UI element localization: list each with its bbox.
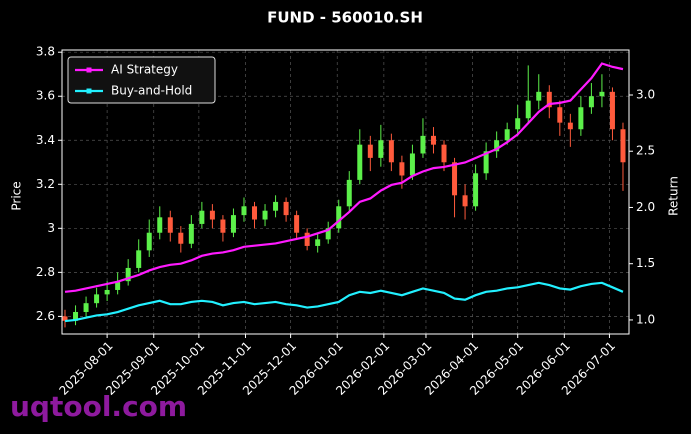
legend-box bbox=[67, 56, 216, 104]
y-tick-label: 3.6 bbox=[36, 89, 55, 103]
y2-tick-label: 1.0 bbox=[636, 312, 655, 326]
y-tick-label: 3.2 bbox=[36, 177, 55, 191]
candle-body bbox=[283, 201, 289, 216]
candle-body bbox=[494, 140, 500, 152]
candle-body bbox=[273, 201, 279, 211]
candle-body bbox=[525, 100, 531, 119]
candle-body bbox=[536, 91, 542, 101]
candle-body bbox=[94, 294, 100, 304]
candle-body bbox=[315, 239, 321, 246]
candle-body bbox=[357, 144, 363, 180]
candle-body bbox=[125, 267, 131, 282]
candle-body bbox=[346, 179, 352, 207]
y-tick-label: 3.4 bbox=[36, 133, 55, 147]
candle-body bbox=[609, 91, 615, 130]
y2-tick-label: 2.5 bbox=[636, 144, 655, 158]
candle-body bbox=[599, 91, 605, 97]
return-line bbox=[64, 62, 624, 293]
candle-body bbox=[304, 232, 310, 246]
y2-tick-label: 2.0 bbox=[636, 200, 655, 214]
candle-body bbox=[136, 250, 142, 268]
plot-frame bbox=[61, 49, 630, 335]
y-axis-label: Price bbox=[10, 181, 24, 210]
candle-body bbox=[452, 162, 458, 196]
chart-title: FUND - 560010.SH bbox=[267, 9, 423, 27]
candle-body bbox=[325, 228, 331, 240]
candle-body bbox=[483, 151, 489, 174]
candle-body bbox=[557, 107, 563, 123]
candle-body bbox=[578, 107, 584, 130]
candle-body bbox=[367, 144, 373, 158]
candle-body bbox=[294, 215, 300, 233]
candle-body bbox=[83, 303, 89, 312]
candle-body bbox=[388, 140, 394, 163]
y2-tick-label: 3.0 bbox=[636, 87, 655, 101]
candle-body bbox=[504, 129, 510, 141]
candle-body bbox=[73, 311, 79, 321]
candle-body bbox=[252, 206, 258, 220]
candle-body bbox=[62, 316, 68, 321]
candle-body bbox=[230, 215, 236, 233]
y2-axis-label: Return bbox=[667, 176, 681, 216]
legend-label: Buy-and-Hold bbox=[111, 84, 192, 98]
watermark: uqtool.com bbox=[10, 390, 187, 423]
candle-body bbox=[146, 232, 152, 251]
candle-body bbox=[515, 118, 521, 130]
candle-body bbox=[178, 232, 184, 244]
candle-body bbox=[378, 140, 384, 158]
candle-body bbox=[336, 206, 342, 229]
candle-body bbox=[588, 96, 594, 108]
candle-body bbox=[241, 206, 247, 216]
candle-body bbox=[167, 217, 173, 233]
legend-label: AI Strategy bbox=[111, 63, 178, 77]
y-tick-label: 3 bbox=[47, 221, 55, 235]
candle-body bbox=[620, 129, 626, 163]
y-tick-label: 2.8 bbox=[36, 265, 55, 279]
candle-body bbox=[441, 144, 447, 163]
candle-body bbox=[546, 91, 552, 108]
candle-body bbox=[188, 223, 194, 244]
candle-body bbox=[420, 135, 426, 154]
candle-body bbox=[209, 210, 215, 220]
candle-body bbox=[462, 195, 468, 207]
candle-body bbox=[220, 219, 226, 233]
candle-body bbox=[115, 281, 121, 290]
y-tick-label: 2.6 bbox=[36, 309, 55, 323]
candle-body bbox=[104, 289, 110, 295]
return-line bbox=[64, 281, 624, 323]
candle-body bbox=[399, 162, 405, 176]
legend-marker bbox=[86, 88, 92, 94]
candle-body bbox=[430, 135, 436, 145]
candle-body bbox=[157, 217, 163, 233]
y-tick-label: 3.8 bbox=[36, 45, 55, 59]
legend: AI Strategy Buy-and-Hold bbox=[67, 56, 216, 104]
candle-body bbox=[567, 122, 573, 130]
candle-body bbox=[199, 210, 205, 224]
candle-body bbox=[473, 173, 479, 207]
candle-body bbox=[262, 210, 268, 220]
legend-marker bbox=[86, 67, 92, 73]
candle-body bbox=[409, 153, 415, 176]
y2-tick-label: 1.5 bbox=[636, 256, 655, 270]
